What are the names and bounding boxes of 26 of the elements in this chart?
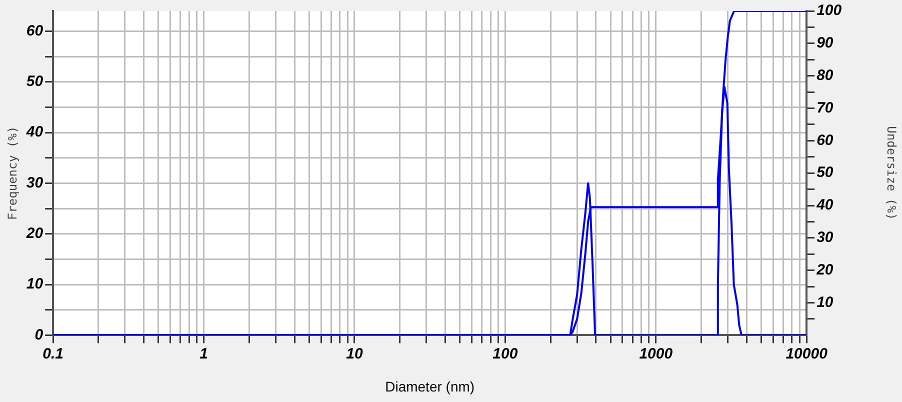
y-axis-title: Frequency (%) xyxy=(5,126,20,220)
x-tick-label: 1000 xyxy=(639,345,674,362)
x-tick-label: 10000 xyxy=(786,345,828,362)
y2-tick-label: 30 xyxy=(816,229,834,246)
y2-tick-label: 20 xyxy=(816,262,834,278)
x-tick-label: 1 xyxy=(200,345,208,362)
y2-axis-title: Undersize (%) xyxy=(884,126,899,220)
x-tick-label: 0.1 xyxy=(42,345,64,362)
y2-tick-label: 70 xyxy=(816,99,834,116)
y2-tick-label: 80 xyxy=(816,66,834,84)
y-tick-label: 50 xyxy=(26,73,44,90)
x-tick-label: 10 xyxy=(346,345,364,362)
x-axis-title: Diameter (nm) xyxy=(385,378,475,394)
y-tick-label: 60 xyxy=(26,22,44,40)
y2-tick-label: 10 xyxy=(816,294,834,311)
y-tick-label: 0 xyxy=(34,326,44,344)
y2-tick-label: 90 xyxy=(816,34,834,52)
y-tick-label: 20 xyxy=(25,225,44,242)
y-tick-label: 10 xyxy=(26,276,44,293)
y2-tick-label: 40 xyxy=(816,196,834,214)
y2-tick-label: 50 xyxy=(816,164,834,182)
y2-tick-label: 60 xyxy=(816,132,834,149)
y-tick-label: 40 xyxy=(25,124,44,141)
y2-tick-label: 100 xyxy=(816,2,842,20)
x-tick-label: 100 xyxy=(492,345,518,362)
y-tick-label: 30 xyxy=(26,174,44,192)
